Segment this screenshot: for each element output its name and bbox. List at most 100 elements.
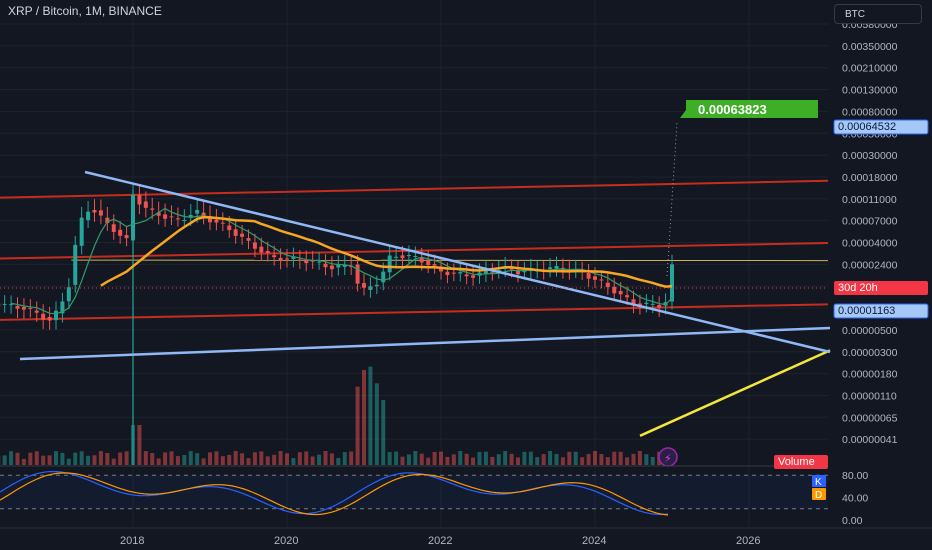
- candle-body: [432, 264, 437, 266]
- volume-bar: [21, 458, 26, 465]
- time-tick-label: 2018: [120, 535, 144, 547]
- candle-body: [554, 265, 559, 269]
- volume-bar: [291, 458, 296, 465]
- volume-bar: [220, 456, 225, 465]
- candle-body: [381, 271, 386, 283]
- triangle-trendlines: ⚡: [19, 170, 831, 467]
- volume-bar: [317, 454, 322, 465]
- volume-bar: [490, 456, 495, 465]
- candle-body: [618, 290, 623, 295]
- candle-body: [323, 263, 328, 268]
- candle-body: [111, 224, 116, 233]
- candle-body: [612, 286, 617, 294]
- candle-body: [413, 255, 418, 257]
- candle-body: [163, 214, 168, 219]
- volume-bar: [535, 457, 540, 465]
- candle-body: [419, 257, 424, 263]
- volume-bar: [483, 451, 488, 465]
- price-tick-label: 0.00130000: [842, 85, 898, 97]
- candle-body: [233, 229, 238, 236]
- volume-bar: [297, 452, 302, 465]
- time-axis[interactable]: 2018 2020 2022 2024 2026: [0, 527, 932, 547]
- price-tick-label: 0.00000041: [842, 434, 898, 446]
- candle-body: [329, 265, 334, 270]
- target-callout: [680, 100, 818, 118]
- volume-bar: [586, 453, 591, 465]
- volume-label: [774, 455, 828, 469]
- volume-bar: [214, 451, 219, 465]
- candle-body: [21, 306, 26, 310]
- volume-bar: [445, 456, 450, 465]
- candle-body: [73, 244, 78, 285]
- lightning-icon: ⚡: [664, 452, 672, 465]
- volume-bar: [15, 452, 20, 465]
- candle-body: [362, 283, 366, 288]
- volume-bar: [503, 451, 508, 465]
- volume-bar: [560, 457, 565, 465]
- stoch-badge: [812, 488, 826, 500]
- projection-line: [639, 349, 831, 437]
- volume-bar: [439, 451, 443, 465]
- volume-bar: [156, 458, 161, 465]
- volume-bar: [227, 454, 232, 465]
- candle-body: [41, 313, 46, 320]
- candle-body: [105, 217, 110, 224]
- candle-body: [252, 242, 257, 249]
- volume-bar: [605, 457, 610, 465]
- stoch-band: [0, 475, 828, 509]
- chart-title: XRP / Bitcoin, 1M, BINANCE: [8, 4, 162, 18]
- volume-bar: [259, 451, 264, 465]
- candle-body: [310, 260, 315, 262]
- candle-body: [605, 282, 610, 288]
- volume-bar: [66, 458, 71, 465]
- candle-body: [445, 271, 450, 276]
- triangle-upper-line: [84, 170, 831, 354]
- candle-body: [124, 235, 129, 239]
- target-price-tag: [833, 119, 929, 135]
- price-tick-label: 0.00000300: [842, 347, 898, 359]
- current-price-tag: [833, 303, 929, 319]
- currency-button[interactable]: BTC: [834, 4, 922, 24]
- candle-body: [644, 302, 649, 304]
- volume-bar: [201, 458, 206, 465]
- price-tick-label: 0.00011000: [842, 194, 897, 206]
- candle-body: [548, 267, 553, 270]
- volume-bar: [304, 451, 309, 465]
- price-tick-label: 0.00350000: [842, 41, 898, 53]
- volume-bar: [477, 451, 482, 465]
- volume-bar: [451, 454, 456, 465]
- candle-body: [60, 301, 65, 314]
- candle-body: [426, 260, 431, 266]
- volume-bar: [394, 451, 399, 465]
- target-callout-text: 0.00063823: [698, 102, 767, 117]
- volume-bar: [28, 452, 33, 465]
- volume-bar: [432, 451, 437, 465]
- volume-bar: [169, 451, 174, 465]
- candle-body: [490, 272, 495, 274]
- volume-bar: [387, 452, 392, 465]
- volume-bar: [278, 451, 283, 465]
- candle-body: [394, 256, 399, 258]
- candle-body: [182, 220, 187, 222]
- channel-lower-line: [0, 303, 829, 321]
- volume-bar: [458, 451, 463, 465]
- candle-body: [285, 258, 289, 260]
- candle-body: [272, 255, 277, 258]
- candle-body: [137, 194, 142, 205]
- volume-bar: [163, 452, 168, 465]
- volume-label-text: Volume: [778, 456, 815, 468]
- volume-bar: [374, 383, 379, 465]
- volume-bar: [593, 451, 597, 465]
- volume-bar: [233, 451, 238, 465]
- volume-bar: [323, 451, 328, 465]
- volume-bar: [644, 454, 649, 465]
- candle-body: [355, 264, 360, 284]
- volume-bar: [381, 400, 386, 465]
- price-tick-label: 0.00007000: [842, 216, 898, 228]
- volume-bar: [349, 451, 354, 465]
- price-tick-label: 0.00000065: [842, 412, 898, 424]
- price-labels: 0.00063823 0.00064532 30d 20h 0.00001163 Vol…: [0, 100, 929, 469]
- candle-body: [637, 303, 642, 306]
- stoch-k-line: [0, 470, 669, 516]
